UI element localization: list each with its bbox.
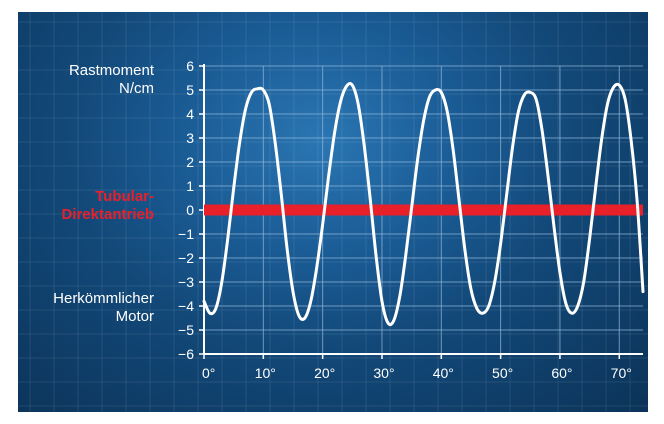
y-axis-title: Rastmoment N/cm xyxy=(69,62,154,98)
y-tick-label: 0 xyxy=(186,202,194,218)
y-tick-label: 4 xyxy=(186,106,194,122)
y-tick-label: 3 xyxy=(186,130,194,146)
x-tick-label: 30° xyxy=(373,365,394,381)
motor-label-line2: Motor xyxy=(115,308,154,325)
y-tick-label: 2 xyxy=(186,154,194,170)
y-axis-title-line1: Rastmoment xyxy=(68,62,154,79)
motor-label-line1: Herkömmlicher xyxy=(53,290,154,307)
y-tick-label: −3 xyxy=(178,274,194,290)
y-tick-label: 5 xyxy=(186,82,194,98)
tick-labels: 6 5 4 3 2 1 0 −1 −2 −3 −4 −5 −6 0° 10° 20° 30° 40° 50° 60° 7… xyxy=(178,58,632,381)
y-tick-label: −2 xyxy=(178,250,194,266)
y-axis-title-line2: N/cm xyxy=(119,80,154,97)
motor-label: Herkömmlicher Motor xyxy=(53,290,154,326)
y-tick-label: 6 xyxy=(186,58,194,74)
chart-series xyxy=(202,82,645,327)
y-tick-label: −6 xyxy=(178,346,194,362)
x-tick-label: 50° xyxy=(492,365,513,381)
y-tick-label: −4 xyxy=(178,298,194,314)
x-tick-label: 60° xyxy=(551,365,572,381)
tubular-label-line2: Direktantrieb xyxy=(61,206,154,223)
chart-svg: 6 5 4 3 2 1 0 −1 −2 −3 −4 −5 −6 0° 10° 20° 30° 40° 50° 60° 7… xyxy=(18,12,648,412)
x-tick-label: 40° xyxy=(433,365,454,381)
tubular-label: Tubular- Direktantrieb xyxy=(61,188,154,224)
y-tick-label: −1 xyxy=(178,226,194,242)
x-tick-label: 0° xyxy=(202,365,215,381)
x-tick-label: 20° xyxy=(314,365,335,381)
chart-panel: 6 5 4 3 2 1 0 −1 −2 −3 −4 −5 −6 0° 10° 20° 30° 40° 50° 60° 7… xyxy=(18,12,648,412)
x-tick-label: 70° xyxy=(611,365,632,381)
y-tick-label: 1 xyxy=(186,178,194,194)
series-herkoemmlicher-motor xyxy=(202,82,645,327)
tubular-label-line1: Tubular- xyxy=(95,188,154,205)
x-tick-label: 10° xyxy=(255,365,276,381)
y-tick-label: −5 xyxy=(178,322,194,338)
